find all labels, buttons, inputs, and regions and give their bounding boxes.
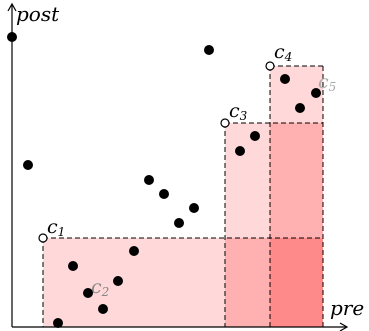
region-c3-fill bbox=[225, 123, 270, 238]
shaded-regions bbox=[43, 66, 323, 327]
corner-markers bbox=[38, 61, 275, 243]
data-point bbox=[68, 261, 78, 271]
c2-label-name: c bbox=[91, 276, 102, 298]
c1-corner-marker bbox=[38, 233, 48, 243]
c3-corner-marker bbox=[220, 118, 230, 128]
data-points bbox=[7, 32, 321, 328]
data-point bbox=[204, 45, 214, 55]
data-point bbox=[144, 175, 154, 185]
data-point bbox=[98, 304, 108, 314]
data-point bbox=[280, 74, 290, 84]
data-point bbox=[159, 189, 169, 199]
data-point bbox=[113, 276, 123, 286]
x-axis-arrow bbox=[339, 322, 349, 331]
region-c3-c1-overlap bbox=[225, 238, 270, 327]
data-point bbox=[235, 146, 245, 156]
c4-label: c4 bbox=[274, 41, 292, 64]
c1-label: c1 bbox=[47, 216, 65, 239]
c4-label-name: c bbox=[274, 41, 285, 63]
data-point bbox=[250, 131, 260, 141]
y-axis-label: post bbox=[16, 2, 60, 26]
c2-label: c2 bbox=[91, 276, 109, 299]
data-point bbox=[129, 246, 139, 256]
c5-label: c5 bbox=[318, 71, 336, 94]
c1-label-sub: 1 bbox=[58, 225, 66, 239]
c3-label: c3 bbox=[229, 100, 248, 123]
data-point bbox=[83, 288, 93, 298]
c4-label-sub: 4 bbox=[284, 50, 293, 64]
c5-label-sub: 5 bbox=[329, 80, 337, 94]
data-point bbox=[311, 88, 321, 98]
region-c4-c3-overlap bbox=[270, 123, 323, 238]
c2-label-sub: 2 bbox=[101, 285, 110, 299]
data-point bbox=[53, 318, 63, 328]
data-point bbox=[7, 32, 17, 42]
data-point bbox=[23, 160, 33, 170]
axes bbox=[7, 2, 349, 331]
c3-label-sub: 3 bbox=[240, 109, 248, 123]
y-axis-arrow bbox=[7, 2, 17, 12]
c1-label-name: c bbox=[47, 216, 58, 238]
c4-corner-marker bbox=[265, 61, 275, 71]
x-axis-label: pre bbox=[330, 296, 364, 320]
data-point bbox=[174, 218, 184, 228]
data-point bbox=[295, 103, 305, 113]
region-c4-c3-c1-overlap bbox=[270, 238, 323, 327]
c5-label-name: c bbox=[318, 71, 329, 93]
dashed-outlines bbox=[42, 65, 324, 327]
data-point bbox=[189, 203, 199, 213]
c3-label-name: c bbox=[229, 100, 240, 122]
